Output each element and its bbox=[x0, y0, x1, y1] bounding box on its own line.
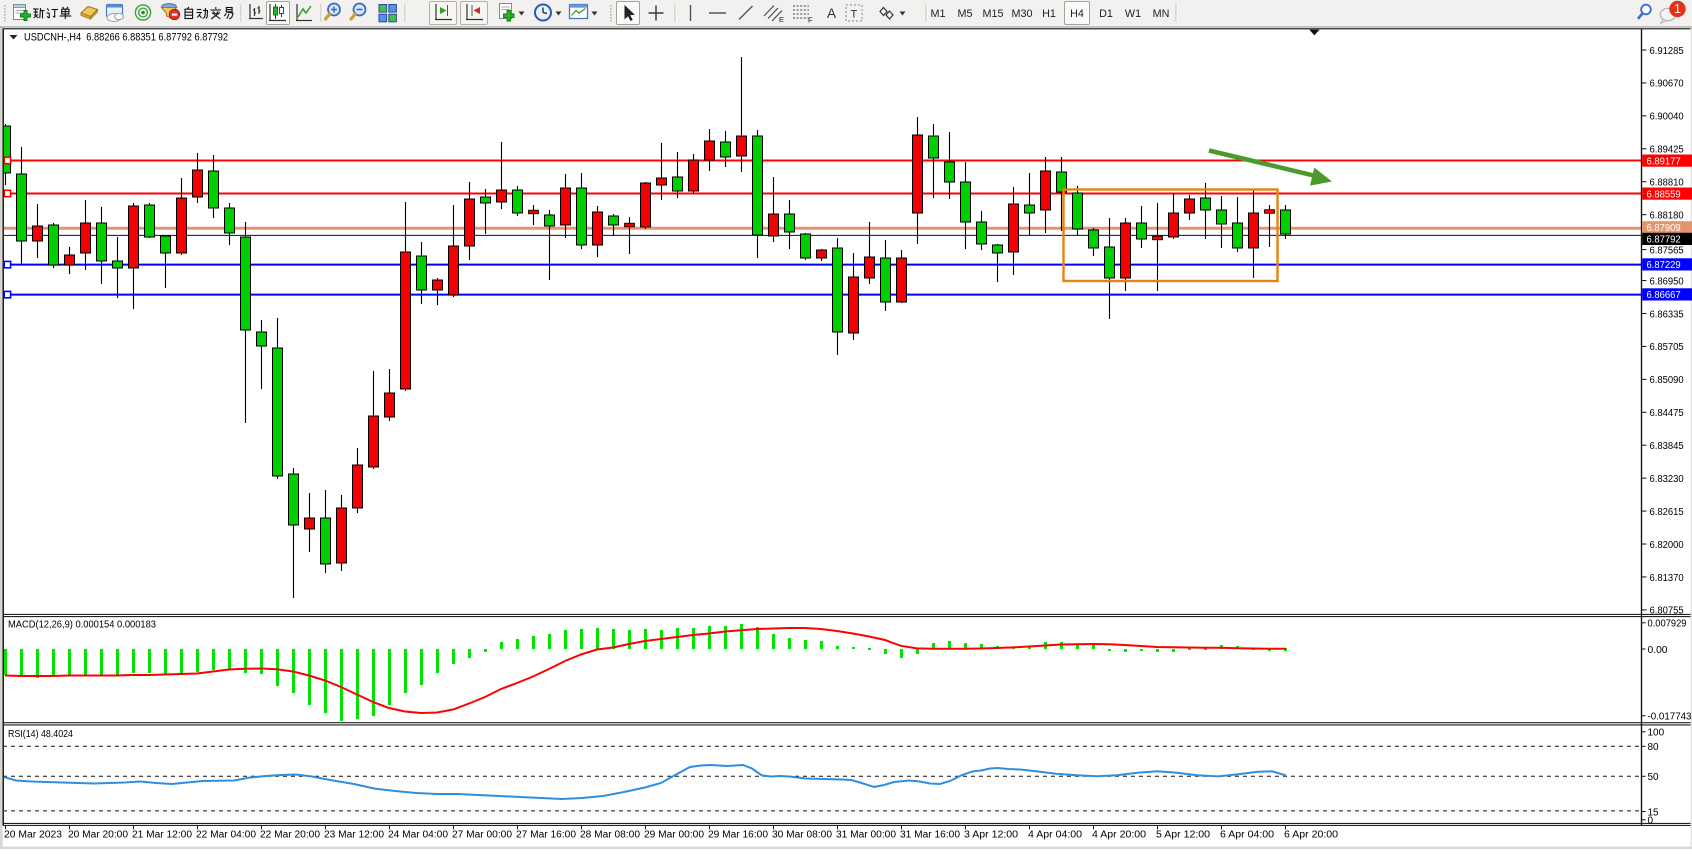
svg-text:-0.017743: -0.017743 bbox=[1648, 712, 1692, 723]
svg-text:29 Mar 16:00: 29 Mar 16:00 bbox=[708, 830, 768, 841]
svg-text:20 Mar 2023: 20 Mar 2023 bbox=[4, 830, 62, 841]
svg-text:6.91285: 6.91285 bbox=[1650, 46, 1685, 57]
svg-text:E: E bbox=[779, 15, 784, 24]
svg-text:M15: M15 bbox=[982, 8, 1003, 20]
svg-text:6.88559: 6.88559 bbox=[1647, 189, 1682, 200]
svg-text:100: 100 bbox=[1648, 728, 1665, 739]
svg-text:H4: H4 bbox=[1070, 8, 1084, 20]
svg-text:21 Mar 12:00: 21 Mar 12:00 bbox=[132, 830, 192, 841]
svg-text:27 Mar 16:00: 27 Mar 16:00 bbox=[516, 830, 576, 841]
svg-text:6.88180: 6.88180 bbox=[1650, 210, 1685, 221]
svg-text:6.89177: 6.89177 bbox=[1647, 156, 1682, 167]
svg-text:6.86950: 6.86950 bbox=[1650, 276, 1685, 287]
svg-text:23 Mar 12:00: 23 Mar 12:00 bbox=[324, 830, 384, 841]
svg-text:6.85705: 6.85705 bbox=[1650, 342, 1685, 353]
svg-text:6.89425: 6.89425 bbox=[1650, 145, 1685, 156]
svg-text:0.007929: 0.007929 bbox=[1648, 619, 1687, 630]
svg-text:22 Mar 04:00: 22 Mar 04:00 bbox=[196, 830, 256, 841]
svg-text:A: A bbox=[827, 6, 836, 21]
svg-text:6.88810: 6.88810 bbox=[1650, 178, 1685, 189]
svg-text:4 Apr 04:00: 4 Apr 04:00 bbox=[1028, 830, 1082, 841]
svg-text:22 Mar 20:00: 22 Mar 20:00 bbox=[260, 830, 320, 841]
svg-text:6.85090: 6.85090 bbox=[1650, 375, 1685, 386]
svg-text:6.87792: 6.87792 bbox=[1647, 235, 1682, 246]
svg-text:MACD(12,26,9) 0.000154 0.00018: MACD(12,26,9) 0.000154 0.000183 bbox=[8, 619, 156, 631]
svg-text:27 Mar 00:00: 27 Mar 00:00 bbox=[452, 830, 512, 841]
svg-text:3 Apr 12:00: 3 Apr 12:00 bbox=[964, 830, 1018, 841]
svg-text:5 Apr 12:00: 5 Apr 12:00 bbox=[1156, 830, 1210, 841]
svg-text:20 Mar 20:00: 20 Mar 20:00 bbox=[68, 830, 128, 841]
svg-text:0.00: 0.00 bbox=[1648, 645, 1668, 656]
svg-text:6.90670: 6.90670 bbox=[1650, 79, 1685, 90]
svg-text:1: 1 bbox=[1674, 2, 1681, 16]
svg-text:31 Mar 00:00: 31 Mar 00:00 bbox=[836, 830, 896, 841]
svg-text:6 Apr 04:00: 6 Apr 04:00 bbox=[1220, 830, 1274, 841]
svg-text:28 Mar 08:00: 28 Mar 08:00 bbox=[580, 830, 640, 841]
svg-text:USDCNH-,H4 6.88266 6.88351 6.: USDCNH-,H4 6.88266 6.88351 6.87792 6.877… bbox=[24, 32, 228, 44]
svg-text:29 Mar 00:00: 29 Mar 00:00 bbox=[644, 830, 704, 841]
svg-text:50: 50 bbox=[1648, 772, 1660, 783]
svg-text:6.90040: 6.90040 bbox=[1650, 112, 1685, 123]
svg-text:6.80755: 6.80755 bbox=[1650, 606, 1685, 617]
svg-text:W1: W1 bbox=[1125, 8, 1141, 20]
svg-text:6.86667: 6.86667 bbox=[1647, 290, 1682, 301]
svg-text:F: F bbox=[808, 16, 813, 25]
svg-text:M5: M5 bbox=[958, 8, 973, 20]
svg-text:6.81370: 6.81370 bbox=[1650, 573, 1685, 584]
svg-text:6.83845: 6.83845 bbox=[1650, 441, 1685, 452]
svg-text:0: 0 bbox=[1648, 816, 1654, 827]
svg-text:6.82000: 6.82000 bbox=[1650, 540, 1685, 551]
svg-text:D1: D1 bbox=[1099, 8, 1113, 20]
svg-text:24 Mar 04:00: 24 Mar 04:00 bbox=[388, 830, 448, 841]
svg-text:4 Apr 20:00: 4 Apr 20:00 bbox=[1092, 830, 1146, 841]
svg-text:M30: M30 bbox=[1011, 8, 1032, 20]
svg-text:6.84475: 6.84475 bbox=[1650, 408, 1685, 419]
svg-text:MN: MN bbox=[1153, 8, 1170, 20]
svg-text:30 Mar 08:00: 30 Mar 08:00 bbox=[772, 830, 832, 841]
svg-text:H1: H1 bbox=[1042, 8, 1056, 20]
svg-text:T: T bbox=[851, 9, 858, 21]
svg-text:6 Apr 20:00: 6 Apr 20:00 bbox=[1284, 830, 1338, 841]
svg-text:RSI(14) 48.4024: RSI(14) 48.4024 bbox=[8, 728, 73, 740]
svg-text:6.82615: 6.82615 bbox=[1650, 507, 1685, 518]
svg-text:31 Mar 16:00: 31 Mar 16:00 bbox=[900, 830, 960, 841]
svg-text:6.83230: 6.83230 bbox=[1650, 474, 1685, 485]
svg-text:M1: M1 bbox=[931, 8, 946, 20]
svg-text:80: 80 bbox=[1648, 742, 1660, 753]
svg-text:6.87229: 6.87229 bbox=[1647, 260, 1682, 271]
svg-text:6.87565: 6.87565 bbox=[1650, 245, 1685, 256]
svg-text:6.87909: 6.87909 bbox=[1647, 223, 1682, 234]
svg-text:6.86335: 6.86335 bbox=[1650, 309, 1685, 320]
